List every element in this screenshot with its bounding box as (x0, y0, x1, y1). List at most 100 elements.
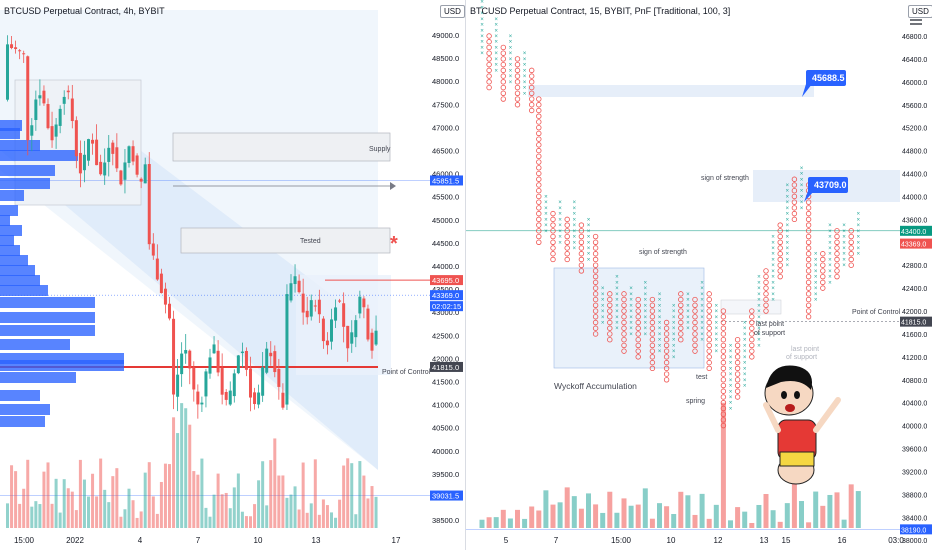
pnf-o-box (791, 176, 798, 182)
pnf-x-box: × (714, 302, 718, 309)
candle-body (289, 283, 293, 301)
y-tick-label: 49000.0 (432, 31, 459, 40)
pnf-o-box (500, 61, 506, 68)
pnf-o-box (777, 239, 783, 245)
pnf-x-box: × (729, 360, 733, 367)
volume-bar (820, 505, 826, 528)
pnf-o-box (749, 342, 755, 349)
pnf-x-box: × (686, 302, 690, 309)
pnf-o-box (649, 348, 656, 354)
pnf-x-box: × (509, 67, 513, 74)
volume-profile-bar (0, 150, 78, 161)
pnf-x-box: × (785, 228, 789, 235)
volume-bar (224, 492, 228, 528)
pnf-x-box: × (828, 268, 832, 275)
pnf-x-box: × (714, 314, 718, 321)
right-currency-badge[interactable]: USD (908, 5, 932, 18)
volume-profile-bar (0, 225, 22, 236)
volume-bar (135, 517, 139, 528)
y-tick-label: 40000.0 (902, 424, 927, 431)
pnf-o-box (820, 262, 826, 268)
pnf-x-box: × (615, 308, 619, 315)
right-chart-pane[interactable]: × × × × × × × × × × × × × × × × × × × × × × × × × × × × × × × × × × × × × × × ×… (466, 0, 932, 550)
pane-divider[interactable] (465, 0, 466, 550)
pnf-x-box: × (643, 279, 647, 286)
volume-bar (91, 473, 95, 528)
pnf-o-box (706, 325, 712, 331)
pnf-o-box (528, 107, 535, 114)
pnf-x-box: × (714, 331, 718, 338)
pnf-o-box (486, 50, 492, 56)
left-chart-pane[interactable]: Supply Tested Point of Control * 49000.0 4850… (0, 0, 466, 550)
right-chart-canvas[interactable]: × × × × × × × × × × × × × × × × × × × × × × × × × × × × × × × × × × × × × × × ×… (466, 0, 932, 550)
left-currency-badge[interactable]: USD (440, 5, 465, 18)
pnf-x-box: × (615, 291, 619, 298)
pnf-x-box: × (494, 39, 498, 46)
pnf-x-box: × (856, 216, 860, 223)
x-tick-label: 7 (554, 536, 559, 545)
pnf-o-box (749, 331, 755, 337)
pnf-x-box: × (800, 182, 804, 189)
volume-bar (720, 402, 726, 528)
pnf-o-box (500, 50, 506, 56)
pnf-x-box: × (494, 16, 498, 23)
pnf-o-box (834, 262, 840, 268)
pnf-o-box (805, 296, 812, 303)
pnf-x-box: × (828, 228, 832, 235)
pnf-o-box (720, 331, 727, 337)
volume-bar (236, 473, 240, 528)
pnf-x-box: × (785, 216, 789, 223)
pnf-x-box: × (658, 331, 662, 338)
pnf-x-box: × (601, 291, 605, 298)
volume-bar (366, 498, 370, 528)
pnf-x-box: × (771, 256, 775, 263)
pnf-o-box (805, 302, 812, 309)
pnf-x-box: × (629, 325, 633, 332)
candle-body (204, 371, 208, 397)
volume-profile-bar (0, 205, 18, 216)
pnf-o-box (720, 354, 727, 360)
volume-bar (479, 519, 485, 528)
candle-body (184, 350, 188, 354)
candle-body (244, 350, 248, 370)
candle-body (155, 258, 159, 280)
volume-bar (642, 488, 648, 528)
pnf-x-box: × (743, 325, 747, 332)
pnf-x-box: × (800, 165, 804, 172)
y-tick-label: 41200.0 (902, 355, 927, 362)
x-tick-label: 5 (504, 536, 509, 545)
pnf-o-box (607, 302, 613, 309)
volume-bar (192, 471, 196, 528)
candle-body (6, 44, 9, 100)
volume-bar (253, 504, 257, 528)
pnf-x-box: × (587, 222, 591, 229)
volume-bar (522, 518, 528, 528)
pnf-o-box (848, 251, 854, 257)
y-tick-label: 45600.0 (902, 103, 927, 110)
pnf-x-box: × (800, 205, 804, 212)
pnf-x-box: × (615, 297, 619, 304)
pnf-x-box: × (572, 234, 576, 241)
y-tick-label: 38500.0 (432, 516, 459, 525)
candle-body (224, 391, 228, 400)
volume-bar (806, 522, 812, 528)
candle-body (159, 273, 163, 294)
volume-bar (74, 510, 78, 528)
pnf-x-box: × (494, 22, 498, 29)
pnf-o-box (649, 302, 656, 309)
pnf-o-box (763, 296, 769, 303)
y-tick-label: 44000.0 (432, 262, 459, 271)
pnf-x-box: × (814, 251, 818, 258)
pnf-o-box (720, 388, 727, 394)
pnf-x-box: × (672, 354, 676, 361)
pnf-o-box (536, 239, 542, 245)
pnf-o-box (621, 308, 627, 314)
left-chart-canvas[interactable]: Supply Tested Point of Control * 49000.0 4850… (0, 0, 466, 550)
candle-body (301, 293, 305, 313)
pnf-o-box (536, 136, 542, 142)
pnf-x-box: × (757, 302, 761, 309)
candle-body (111, 142, 115, 154)
candle-body (321, 318, 325, 342)
price-tag-label: 41815.0 (901, 320, 926, 327)
pnf-o-box (635, 336, 641, 343)
